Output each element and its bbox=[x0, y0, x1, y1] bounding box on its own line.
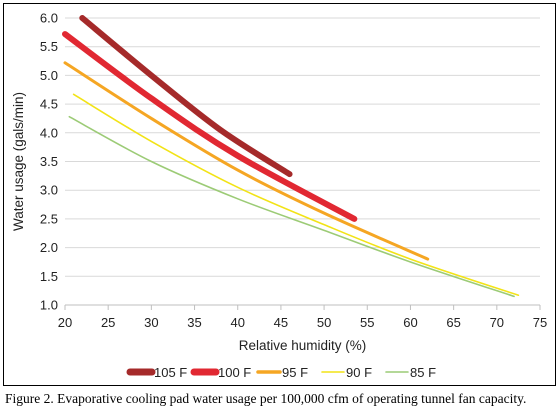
x-tick-label: 65 bbox=[446, 315, 460, 330]
x-tick-label: 25 bbox=[101, 315, 115, 330]
legend-label: 95 F bbox=[282, 365, 308, 380]
series-line-95f bbox=[63, 61, 430, 261]
y-tick-label: 2.5 bbox=[40, 211, 58, 226]
y-tick-label: 6.0 bbox=[40, 11, 58, 26]
y-tick-label: 1.0 bbox=[40, 298, 58, 313]
chart-frame: 1.0 1.5 2.0 2.5 3.0 3.5 4.0 4.5 5.0 5.5 6.0 20 25 30 3… bbox=[3, 3, 556, 386]
y-tick-label: 4.5 bbox=[40, 97, 58, 112]
chart-svg: 1.0 1.5 2.0 2.5 3.0 3.5 4.0 4.5 5.0 5.5 6.0 20 25 30 3… bbox=[11, 11, 547, 381]
x-tick-label: 60 bbox=[403, 315, 417, 330]
grid-lines bbox=[65, 17, 540, 277]
legend-label: 100 F bbox=[218, 365, 251, 380]
x-tick-label: 55 bbox=[360, 315, 374, 330]
legend: 105 F 100 F 95 F 90 F 85 F bbox=[126, 365, 436, 380]
y-tick-label: 3.0 bbox=[40, 183, 58, 198]
legend-label: 90 F bbox=[346, 365, 372, 380]
series-lines bbox=[62, 15, 520, 298]
x-tick-label: 35 bbox=[187, 315, 201, 330]
series-line-90f bbox=[72, 93, 520, 297]
x-tick-label: 20 bbox=[58, 315, 72, 330]
axes: 1.0 1.5 2.0 2.5 3.0 3.5 4.0 4.5 5.0 5.5 6.0 20 25 30 3… bbox=[40, 11, 547, 331]
y-axis-label: Water usage (gals/min) bbox=[11, 92, 26, 231]
y-tick-label: 2.0 bbox=[40, 240, 58, 255]
y-tick-label: 4.0 bbox=[40, 125, 58, 140]
x-axis-label: Relative humidity (%) bbox=[239, 338, 367, 353]
x-tick-label: 30 bbox=[144, 315, 158, 330]
series-line-100f bbox=[62, 31, 358, 222]
y-tick-label: 5.0 bbox=[40, 68, 58, 83]
x-tick-label: 50 bbox=[317, 315, 331, 330]
legend-label: 105 F bbox=[154, 365, 187, 380]
y-tick-label: 5.5 bbox=[40, 39, 58, 54]
x-tick-label: 45 bbox=[274, 315, 288, 330]
figure-caption: Figure 2. Evaporative cooling pad water … bbox=[5, 391, 527, 406]
y-tick-label: 1.5 bbox=[40, 269, 58, 284]
series-line-85f bbox=[68, 115, 515, 298]
y-tick-label: 3.5 bbox=[40, 154, 58, 169]
x-tick-label: 75 bbox=[533, 315, 547, 330]
series-line-105f bbox=[79, 15, 293, 178]
x-tick-label: 70 bbox=[490, 315, 504, 330]
x-tick-label: 40 bbox=[230, 315, 244, 330]
legend-label: 85 F bbox=[410, 365, 436, 380]
